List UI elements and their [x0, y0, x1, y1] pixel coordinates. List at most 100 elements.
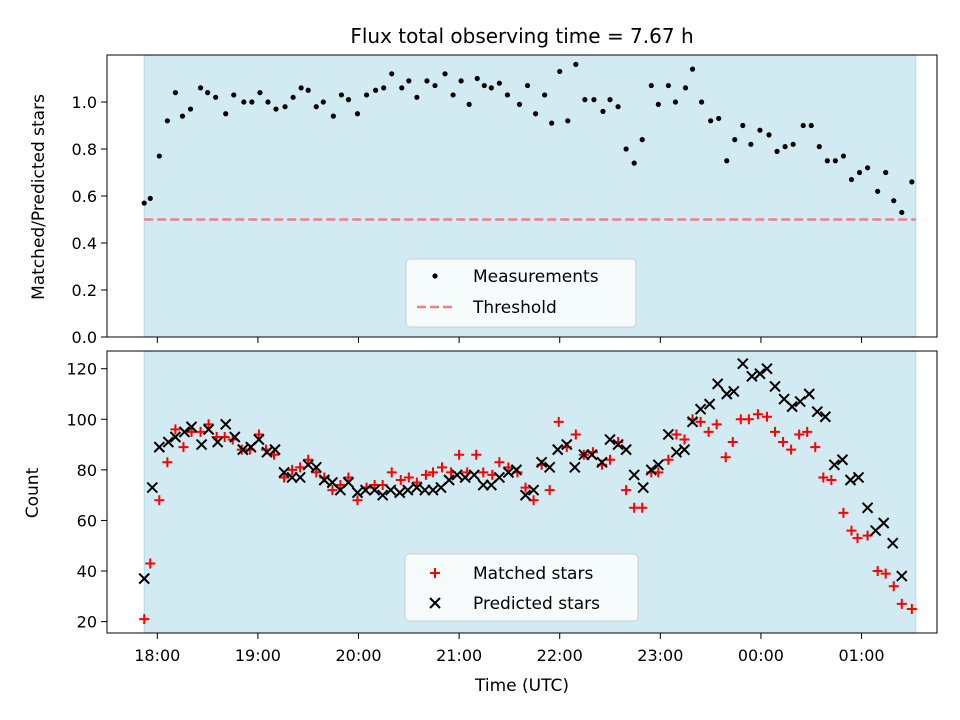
predicted-point-57 [612, 438, 624, 451]
bottom-y-tick-label-2: 60 [77, 511, 97, 530]
measurement-point-47 [532, 111, 539, 117]
measurement-point-10 [223, 111, 229, 117]
matched-point-64 [671, 429, 682, 440]
measurement-point-48 [542, 92, 548, 98]
measurement-point-78 [790, 141, 796, 147]
bottom-legend: Matched stars Predicted stars [404, 553, 639, 622]
legend-predicted-marker [429, 597, 441, 609]
matched-point-60 [637, 502, 648, 513]
measurement-point-13 [249, 99, 255, 105]
matched-point-85 [846, 525, 857, 536]
predicted-point-21 [310, 461, 322, 474]
measurement-point-54 [591, 97, 597, 103]
predicted-point-91 [896, 570, 908, 582]
predicted-point-20 [302, 459, 314, 471]
measurement-point-39 [466, 101, 472, 107]
matched-point-68 [703, 426, 714, 437]
predicted-point-2 [153, 441, 166, 453]
measurement-point-9 [213, 94, 219, 100]
measurement-point-26 [354, 111, 361, 117]
predicted-point-47 [527, 484, 540, 496]
measurement-point-35 [432, 82, 438, 89]
measurement-point-55 [600, 108, 606, 114]
matched-point-50 [553, 416, 564, 427]
matched-point-41 [478, 467, 489, 478]
measurement-point-16 [273, 106, 279, 112]
predicted-point-12 [237, 443, 249, 456]
matched-point-17 [279, 472, 290, 483]
measurement-point-37 [450, 92, 456, 98]
predicted-point-40 [468, 469, 480, 481]
matched-point-19 [295, 462, 306, 473]
measurement-point-52 [573, 61, 579, 67]
measurement-point-38 [458, 78, 464, 84]
predicted-point-62 [652, 459, 665, 471]
predicted-point-72 [737, 357, 749, 370]
top-y-tick-label-1: 0.2 [72, 281, 97, 300]
top-y-tick-label-3: 0.6 [72, 187, 97, 206]
predicted-point-65 [678, 443, 691, 456]
predicted-point-84 [836, 454, 849, 466]
matched-point-63 [663, 454, 674, 465]
bottom-y-tick-label-3: 80 [77, 461, 97, 480]
matched-point-35 [427, 467, 438, 478]
predicted-point-0 [138, 572, 150, 585]
measurement-point-30 [389, 71, 395, 77]
measurement-point-88 [875, 188, 881, 194]
predicted-point-86 [852, 471, 865, 484]
matched-point-69 [711, 419, 722, 430]
matched-point-86 [852, 533, 863, 544]
measurement-point-56 [607, 97, 613, 103]
bottom-panel-counts: 20 40 60 80 100 120 18:00 19:00 20:00 21:00 22:00 2… [66, 350, 938, 665]
measurement-point-36 [442, 71, 448, 77]
measurement-point-2 [156, 153, 162, 159]
measurement-point-57 [615, 104, 621, 110]
predicted-point-79 [794, 395, 806, 408]
x-tick-label-6: 00:00 [738, 646, 784, 665]
predicted-point-7 [195, 438, 208, 451]
x-tick-label-1: 19:00 [235, 646, 281, 665]
x-tick-label-3: 21:00 [436, 646, 482, 665]
predicted-point-11 [229, 431, 241, 443]
measurement-point-66 [689, 66, 696, 72]
predicted-point-50 [552, 443, 564, 456]
matched-point-52 [570, 429, 581, 440]
measurement-point-86 [856, 169, 863, 176]
x-tick-label-5: 23:00 [637, 646, 683, 665]
matched-point-75 [761, 411, 772, 422]
predicted-point-45 [510, 464, 523, 476]
matched-point-89 [880, 568, 891, 579]
predicted-point-3 [162, 436, 175, 448]
matched-point-67 [695, 416, 706, 427]
chart-title: Flux total observing time = 7.67 h [350, 24, 693, 48]
measurement-point-21 [313, 104, 319, 110]
measurement-point-53 [582, 97, 588, 103]
measurement-point-80 [808, 122, 814, 129]
matched-point-36 [437, 462, 448, 473]
matched-point-26 [352, 495, 363, 506]
predicted-point-85 [844, 474, 857, 486]
matched-point-81 [810, 442, 821, 453]
predicted-point-67 [694, 403, 707, 415]
matched-point-44 [503, 462, 514, 473]
top-y-tick-label-0: 0.0 [72, 328, 97, 347]
x-tick-label-2: 20:00 [335, 646, 381, 665]
measurement-point-71 [732, 137, 738, 143]
predicted-point-83 [828, 459, 841, 471]
matched-point-6 [186, 426, 197, 437]
matched-point-80 [802, 426, 813, 437]
measurement-point-62 [655, 101, 661, 107]
x-tick-label-7: 01:00 [838, 646, 884, 665]
predicted-point-28 [368, 484, 381, 496]
predicted-point-9 [211, 436, 224, 448]
predicted-point-52 [569, 461, 581, 474]
predicted-point-37 [443, 474, 455, 486]
predicted-point-81 [811, 405, 823, 418]
predicted-point-16 [269, 443, 281, 456]
predicted-point-49 [543, 461, 556, 474]
predicted-point-68 [703, 398, 716, 410]
measurement-point-87 [864, 165, 871, 171]
measurement-point-70 [724, 158, 730, 164]
bottom-y-tick-label-0: 20 [77, 613, 97, 632]
measurement-point-44 [504, 92, 511, 98]
